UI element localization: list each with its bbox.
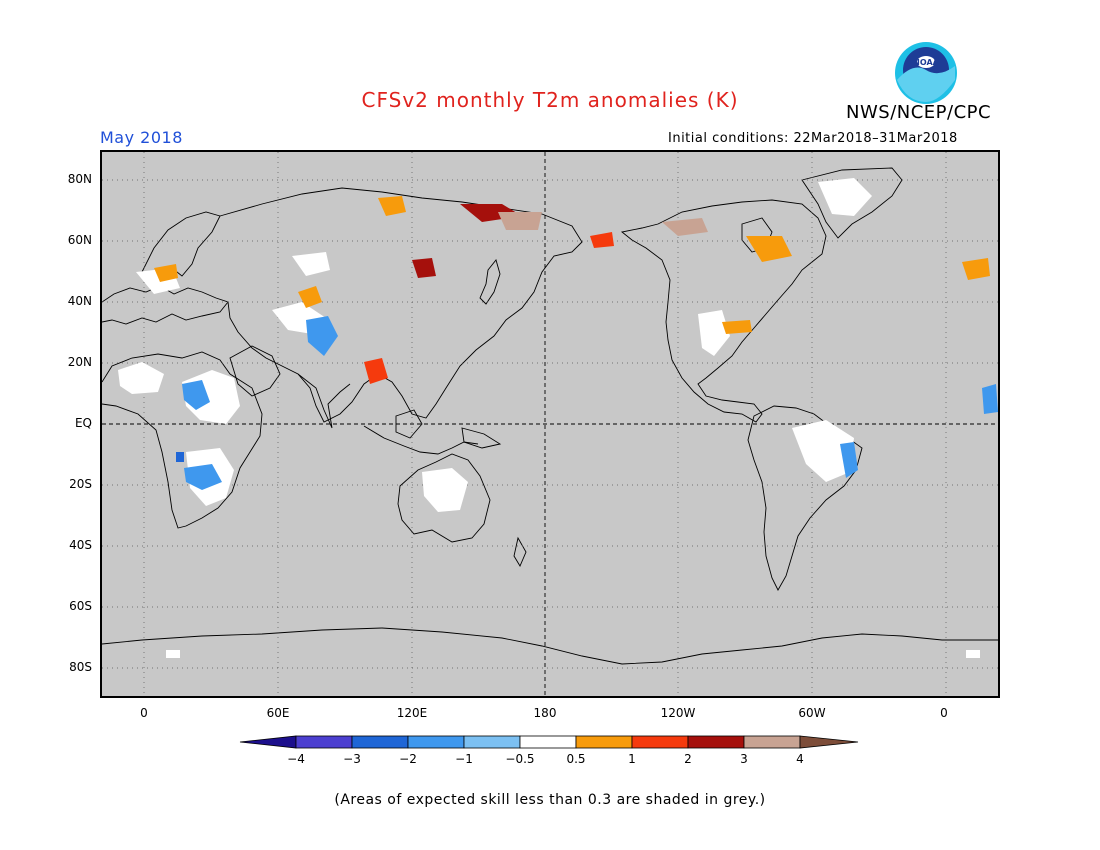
reference-lines <box>102 152 998 696</box>
europe-coast <box>102 285 229 325</box>
white-patch-antarctica-2 <box>966 650 980 658</box>
dark-cool-patch <box>176 452 184 462</box>
lon-label: 60W <box>798 706 826 720</box>
lon-label: 120W <box>660 706 696 720</box>
colorbar-cells <box>239 735 859 749</box>
warm-patch-europe-right <box>962 258 990 280</box>
colorbar-cell <box>295 735 353 749</box>
warm-patch-nwcanada <box>662 218 708 236</box>
colorbar-cell <box>351 735 409 749</box>
lon-label: 180 <box>533 706 557 720</box>
colorbar-label: 0.5 <box>566 752 586 766</box>
arabia-coast <box>229 345 281 397</box>
colorbar-label: 4 <box>796 752 804 766</box>
colorbar-label: −0.5 <box>505 752 535 766</box>
colorbar-label: −2 <box>399 752 417 766</box>
month-label: May 2018 <box>100 128 183 147</box>
colorbar <box>0 730 1100 758</box>
borneo-coast <box>395 409 423 439</box>
cool-patch-eafrica <box>182 380 210 410</box>
logo-text: NOAA <box>913 58 939 67</box>
white-patch-antarctica <box>166 650 180 658</box>
new-guinea-coast <box>461 427 502 449</box>
colorbar-label: −1 <box>455 752 473 766</box>
agency-label: NWS/NCEP/CPC <box>846 102 992 123</box>
colorbar-low-arrow <box>239 735 297 749</box>
map-canvas <box>102 152 998 696</box>
new-zealand-coast <box>513 536 527 567</box>
warm-patch-us-gulf <box>722 320 752 334</box>
lat-label: EQ <box>74 416 92 430</box>
lat-label: 20S <box>69 477 92 491</box>
lon-label: 0 <box>140 706 148 720</box>
white-patch-siberia <box>292 252 330 276</box>
lat-label: 60S <box>69 599 92 613</box>
warm-patch-siberia <box>378 196 406 216</box>
colorbar-cell <box>463 735 521 749</box>
colorbar-high-arrow <box>799 735 859 749</box>
white-patch-brazil <box>792 420 854 482</box>
warm-patch-sea <box>364 358 388 384</box>
greenland-coast <box>801 167 903 239</box>
white-patch-sahara <box>118 362 164 394</box>
lon-label: 120E <box>396 706 428 720</box>
coastlines <box>102 167 998 665</box>
colorbar-label: −3 <box>343 752 361 766</box>
initial-conditions-label: Initial conditions: 22Mar2018–31Mar2018 <box>668 131 958 146</box>
colorbar-label: 3 <box>740 752 748 766</box>
colorbar-label: 1 <box>628 752 636 766</box>
anomaly-regions <box>118 178 998 658</box>
colorbar-label: −4 <box>287 752 305 766</box>
warm-patch-east-siberia <box>498 212 542 230</box>
noaa-logo: NOAA <box>893 40 959 106</box>
lat-label: 60N <box>67 233 92 247</box>
lat-label: 40S <box>69 538 92 552</box>
colorbar-cell <box>687 735 745 749</box>
warm-patch-canada <box>746 236 792 262</box>
colorbar-label: 2 <box>684 752 692 766</box>
antarctica-coast <box>102 627 998 665</box>
warm-patch-europe <box>154 264 178 282</box>
lon-label: 60E <box>266 706 290 720</box>
cool-patch-brazil <box>840 442 858 478</box>
colorbar-cell <box>743 735 801 749</box>
lat-label: 80N <box>67 172 92 186</box>
white-patch-australia <box>422 468 468 512</box>
anomaly-map <box>100 150 1000 698</box>
cool-patch-wafrica-right <box>982 384 998 414</box>
lon-label: 0 <box>940 706 948 720</box>
north-america-coast <box>620 199 827 423</box>
warm-patch-mongolia <box>412 258 436 278</box>
white-patch-greenland <box>818 178 872 216</box>
cool-patch-safrica <box>184 464 222 490</box>
warm-patch-china <box>298 286 322 308</box>
indonesia-coast <box>363 425 479 455</box>
colorbar-cell <box>575 735 633 749</box>
japan-coast <box>479 259 501 305</box>
footer-note: (Areas of expected skill less than 0.3 a… <box>334 792 766 808</box>
lat-label: 40N <box>67 294 92 308</box>
warm-patch-alaska <box>590 232 614 248</box>
map-title: CFSv2 monthly T2m anomalies (K) <box>361 88 739 112</box>
colorbar-svg <box>239 735 859 749</box>
colorbar-cell <box>631 735 689 749</box>
lat-label: 80S <box>69 660 92 674</box>
scandinavia-coast <box>141 211 221 279</box>
lat-label: 20N <box>67 355 92 369</box>
colorbar-cell <box>519 735 577 749</box>
australia-coast <box>397 453 491 543</box>
africa-coast <box>102 351 263 529</box>
grid-lines <box>102 152 998 696</box>
colorbar-cell <box>407 735 465 749</box>
white-patch-mexico <box>698 310 730 356</box>
india-coast <box>297 373 351 429</box>
cool-patch-india <box>306 316 338 356</box>
